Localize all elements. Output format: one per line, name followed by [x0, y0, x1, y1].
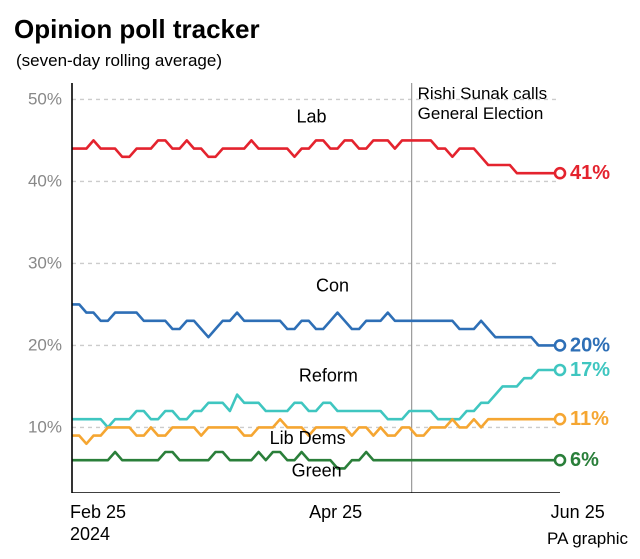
series-end-value: 6% [570, 449, 599, 471]
series-inline-label: Con [316, 275, 349, 295]
series-end-value: 11% [570, 408, 609, 430]
series-inline-label: Lab [296, 106, 326, 126]
series-end-marker [555, 168, 565, 178]
y-tick-label: 50% [28, 89, 62, 108]
x-tick-label: Feb 25 [70, 502, 126, 523]
x-tick-label: Apr 25 [309, 502, 362, 523]
series-lab [72, 140, 560, 173]
series-end-marker [555, 414, 565, 424]
y-tick-label: 40% [28, 171, 62, 190]
series-end-value: 20% [570, 334, 610, 356]
series-inline-label: Reform [299, 365, 358, 385]
chart-area: 10% 20% 30% 40% 50% Rishi Sunak callsGeneral … [14, 73, 626, 493]
series-end-value: 17% [570, 359, 610, 381]
series-end-marker [555, 340, 565, 350]
series-con [72, 304, 560, 345]
series-inline-label: Lib Dems [270, 428, 346, 448]
event-annotation: Rishi Sunak calls [418, 84, 547, 103]
series-end-marker [555, 455, 565, 465]
chart-title: Opinion poll tracker [14, 14, 630, 45]
y-tick-label: 10% [28, 417, 62, 436]
series-end-marker [555, 365, 565, 375]
graphic-credit: PA graphic [547, 529, 628, 549]
chart-subtitle: (seven-day rolling average) [16, 51, 630, 71]
y-tick-label: 20% [28, 335, 62, 354]
series-inline-label: Green [292, 461, 342, 481]
x-tick-label: 2024 [70, 524, 110, 545]
x-tick-label: Jun 25 [551, 502, 605, 523]
y-tick-label: 30% [28, 253, 62, 272]
series-end-value: 41% [570, 162, 610, 184]
event-annotation: General Election [418, 104, 544, 123]
